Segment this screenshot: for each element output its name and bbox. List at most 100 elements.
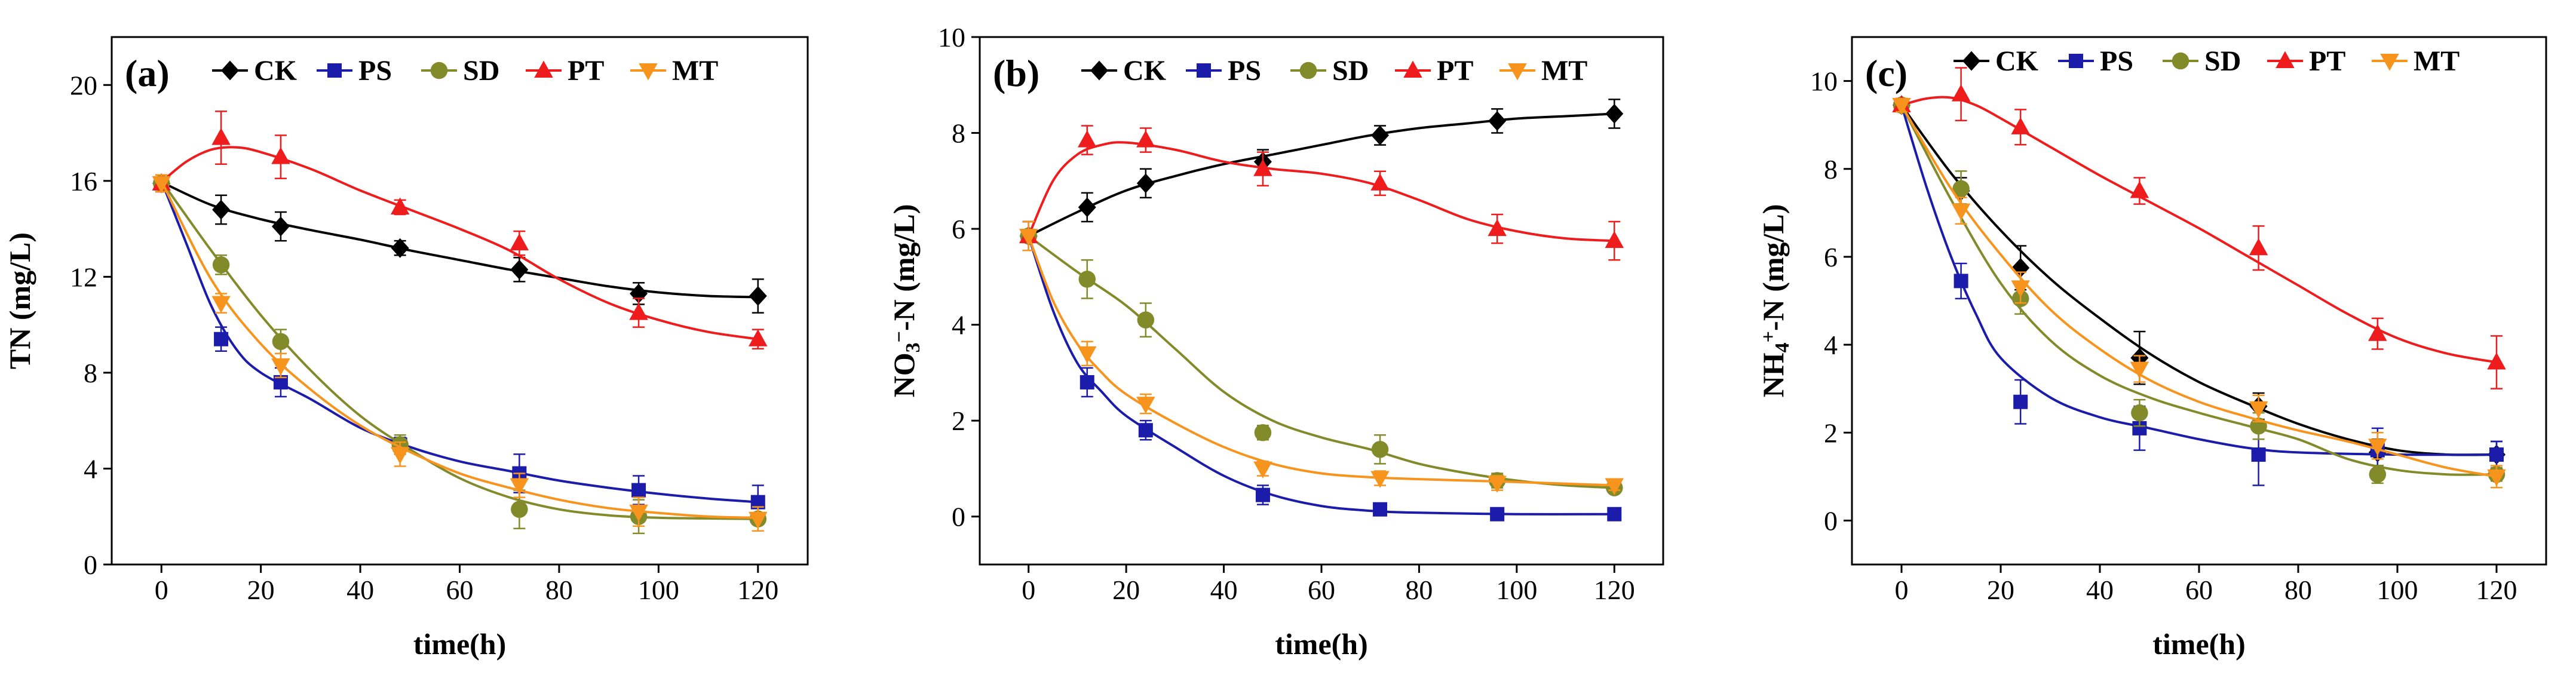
x-axis-title: time(h) bbox=[1275, 627, 1368, 661]
x-tick-label: 40 bbox=[2086, 575, 2114, 605]
x-tick-label: 20 bbox=[1112, 575, 1140, 605]
data-point bbox=[749, 329, 768, 346]
y-tick-label: 6 bbox=[1824, 242, 1838, 272]
legend-label: PT bbox=[2309, 45, 2345, 77]
series-pt bbox=[152, 111, 768, 350]
y-axis-title: NO3−-N (mg/L) bbox=[887, 204, 924, 398]
data-point bbox=[1488, 219, 1507, 237]
data-point bbox=[1253, 159, 1272, 176]
data-point bbox=[2251, 447, 2266, 462]
data-point bbox=[749, 286, 767, 306]
series-ps bbox=[1021, 220, 1622, 521]
x-tick-label: 0 bbox=[1022, 575, 1035, 605]
data-point bbox=[211, 128, 231, 145]
x-tick-label: 120 bbox=[737, 575, 778, 605]
y-tick-label: 0 bbox=[1824, 505, 1838, 536]
data-point bbox=[1607, 507, 1622, 521]
fit-curve bbox=[1028, 235, 1615, 489]
y-tick-label: 16 bbox=[70, 166, 97, 197]
data-point bbox=[1488, 111, 1507, 131]
series-mt bbox=[152, 174, 768, 532]
y-tick-label: 0 bbox=[952, 502, 965, 532]
fit-curve bbox=[1027, 141, 1615, 243]
data-point bbox=[152, 176, 171, 194]
legend-marker bbox=[1962, 51, 1980, 71]
y-tick-label: 10 bbox=[1810, 66, 1838, 97]
y-tick-label: 0 bbox=[84, 550, 97, 580]
data-point bbox=[1253, 461, 1272, 478]
legend-label: PS bbox=[1228, 55, 1261, 87]
legend-marker bbox=[2172, 52, 2189, 70]
legend-label: SD bbox=[1332, 55, 1369, 87]
data-point bbox=[1255, 487, 1270, 502]
data-point bbox=[212, 200, 231, 220]
panel-label: (a) bbox=[125, 52, 170, 94]
data-point bbox=[1137, 311, 1155, 329]
y-tick-label: 6 bbox=[952, 214, 965, 244]
panel-label: (c) bbox=[1865, 52, 1908, 94]
x-tick-label: 20 bbox=[1987, 575, 2014, 605]
legend-marker bbox=[1508, 63, 1527, 81]
legend: CK PS SD PT MT bbox=[1081, 55, 1587, 87]
data-point bbox=[1136, 173, 1155, 194]
data-point bbox=[1371, 125, 1390, 146]
x-tick-label: 120 bbox=[2476, 575, 2517, 605]
fit-curve bbox=[160, 146, 759, 340]
data-point bbox=[510, 233, 529, 251]
panel-2: 0 20 40 60 80 100 120 0 2 4 6 8 10 time(h) NO3−-N (mg/… bbox=[887, 22, 1664, 661]
legend-label: PS bbox=[358, 55, 392, 87]
data-point bbox=[510, 478, 529, 496]
x-tick-label: 40 bbox=[1210, 575, 1238, 605]
x-tick-label: 40 bbox=[346, 575, 374, 605]
data-point bbox=[510, 259, 529, 280]
data-point bbox=[1952, 180, 1970, 198]
y-axis-title-text: NH bbox=[1756, 352, 1790, 397]
series-sd bbox=[1893, 96, 2506, 484]
legend-marker bbox=[1403, 60, 1422, 78]
data-point bbox=[1078, 130, 1097, 148]
legend-marker bbox=[430, 62, 448, 79]
y-tick-label: 12 bbox=[70, 262, 97, 292]
data-point bbox=[271, 358, 290, 376]
legend-label: PT bbox=[1437, 55, 1473, 87]
data-point bbox=[1138, 423, 1153, 438]
x-tick-label: 80 bbox=[2284, 575, 2312, 605]
legend-label: SD bbox=[2204, 45, 2241, 77]
y-tick-label: 20 bbox=[70, 70, 97, 100]
data-point bbox=[2013, 394, 2028, 409]
series-ps bbox=[154, 174, 765, 520]
legend-label: CK bbox=[1123, 55, 1166, 87]
data-point bbox=[272, 333, 290, 350]
data-point bbox=[1080, 375, 1094, 389]
x-axis-title: time(h) bbox=[413, 627, 507, 661]
y-tick-label: 4 bbox=[84, 453, 97, 484]
data-point bbox=[2011, 280, 2030, 297]
legend-label: SD bbox=[463, 55, 499, 87]
data-point bbox=[2249, 238, 2268, 256]
legend: CK PS SD PT MT bbox=[1954, 45, 2460, 77]
y-axis-title-text: -N (mg/L) bbox=[887, 204, 921, 331]
y-tick-label: 10 bbox=[938, 22, 965, 53]
data-point bbox=[511, 501, 528, 518]
data-point bbox=[1605, 103, 1624, 124]
y-tick-label: 4 bbox=[952, 310, 965, 340]
y-axis-title: NH4+-N (mg/L) bbox=[1756, 204, 1793, 398]
data-point bbox=[1019, 229, 1038, 246]
data-point bbox=[1892, 98, 1911, 115]
y-tick-label: 4 bbox=[1824, 330, 1838, 360]
y-tick-label: 8 bbox=[952, 118, 965, 149]
x-tick-label: 100 bbox=[638, 575, 679, 605]
data-point bbox=[2487, 352, 2506, 370]
legend-marker bbox=[221, 60, 239, 81]
y-axis-title-text: -N (mg/L) bbox=[1756, 204, 1790, 331]
fit-curve bbox=[1028, 112, 1615, 237]
x-tick-label: 0 bbox=[1895, 575, 1909, 605]
data-point bbox=[390, 447, 410, 464]
legend-marker bbox=[2276, 51, 2295, 68]
y-tick-label: 2 bbox=[1824, 418, 1838, 448]
fit-curve bbox=[161, 180, 758, 299]
panel-1: 0 20 40 60 80 100 120 0 4 8 12 16 20 time(h) TN (mg/L)… bbox=[3, 36, 809, 661]
legend-label: CK bbox=[254, 55, 297, 87]
